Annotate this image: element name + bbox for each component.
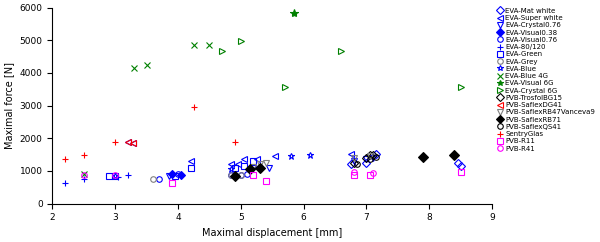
X-axis label: Maximal displacement [mm]: Maximal displacement [mm] (202, 228, 343, 238)
Legend: EVA-Mat white, EVA-Super white, EVA-Crystal0.76, EVA-Visual0.38, EVA-Visual0.76,: EVA-Mat white, EVA-Super white, EVA-Crys… (496, 7, 596, 152)
Y-axis label: Maximal force [N]: Maximal force [N] (4, 62, 14, 149)
